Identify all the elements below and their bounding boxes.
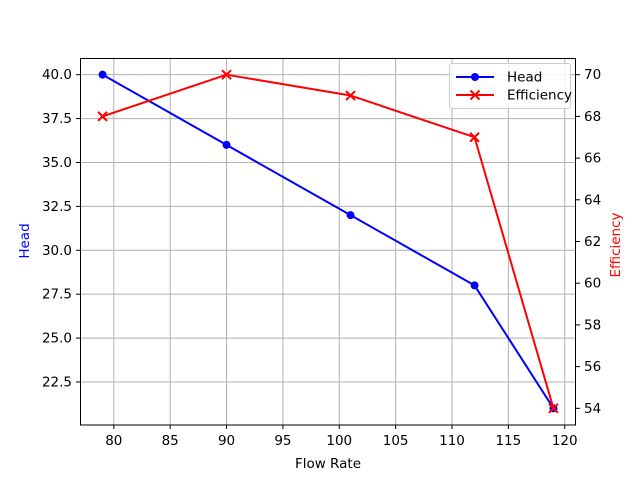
left-tick-label: 32.5 <box>42 199 72 215</box>
grid-layer <box>80 58 576 425</box>
axes-layer: 80 85 90 95 100 105 110 115 120 22.5 25.0 27.5 30.0 3… <box>42 67 601 449</box>
series-marker-efficiency <box>97 111 108 122</box>
series-marker-efficiency <box>221 69 232 80</box>
legend-label-efficiency: Efficiency <box>507 88 572 104</box>
series-marker-head <box>98 70 107 79</box>
left-tick-label: 40.0 <box>42 67 72 83</box>
plot-border <box>80 58 576 426</box>
x-tick-label: 80 <box>105 433 122 449</box>
x-axis-label: Flow Rate <box>295 456 361 472</box>
x-tick-label: 105 <box>383 433 409 449</box>
x-tick-label: 120 <box>552 433 578 449</box>
legend-box <box>449 63 571 109</box>
right-tick-label: 70 <box>584 67 601 83</box>
left-tick-label: 22.5 <box>42 374 72 390</box>
series-marker-efficiency <box>548 403 559 414</box>
x-tick-label: 100 <box>326 433 352 449</box>
x-tick-label: 115 <box>495 433 521 449</box>
left-tick-label: 35.0 <box>42 155 72 171</box>
x-tick-label: 90 <box>218 433 235 449</box>
right-tick-label: 64 <box>584 192 601 208</box>
right-axis-label: Efficiency <box>608 212 624 277</box>
left-axis-label: Head <box>17 223 33 258</box>
series-layer <box>97 69 559 414</box>
right-tick-label: 66 <box>584 151 601 167</box>
right-tick-label: 58 <box>584 317 601 333</box>
right-tick-label: 60 <box>584 276 601 292</box>
series-marker-head <box>346 211 355 220</box>
legend-marker-efficiency-x-icon <box>469 89 481 101</box>
left-tick-label: 30.0 <box>42 243 72 259</box>
series-marker-efficiency <box>345 90 356 101</box>
x-tick-label: 110 <box>439 433 465 449</box>
right-tick-label: 56 <box>584 359 601 375</box>
series-marker-head <box>222 140 231 149</box>
x-tick-label: 85 <box>162 433 179 449</box>
legend-label-head: Head <box>507 70 542 86</box>
series-marker-head <box>470 281 479 290</box>
left-tick-label: 37.5 <box>42 111 72 127</box>
left-tick-label: 25.0 <box>42 331 72 347</box>
legend-marker-head-circle-icon <box>471 73 479 81</box>
left-tick-label: 27.5 <box>42 287 72 303</box>
x-tick-label: 95 <box>274 433 291 449</box>
right-tick-label: 68 <box>584 109 601 125</box>
right-tick-label: 62 <box>584 234 601 250</box>
legend: Head Efficiency <box>449 63 572 109</box>
series-marker-efficiency <box>469 132 480 143</box>
right-tick-label: 54 <box>584 401 601 417</box>
